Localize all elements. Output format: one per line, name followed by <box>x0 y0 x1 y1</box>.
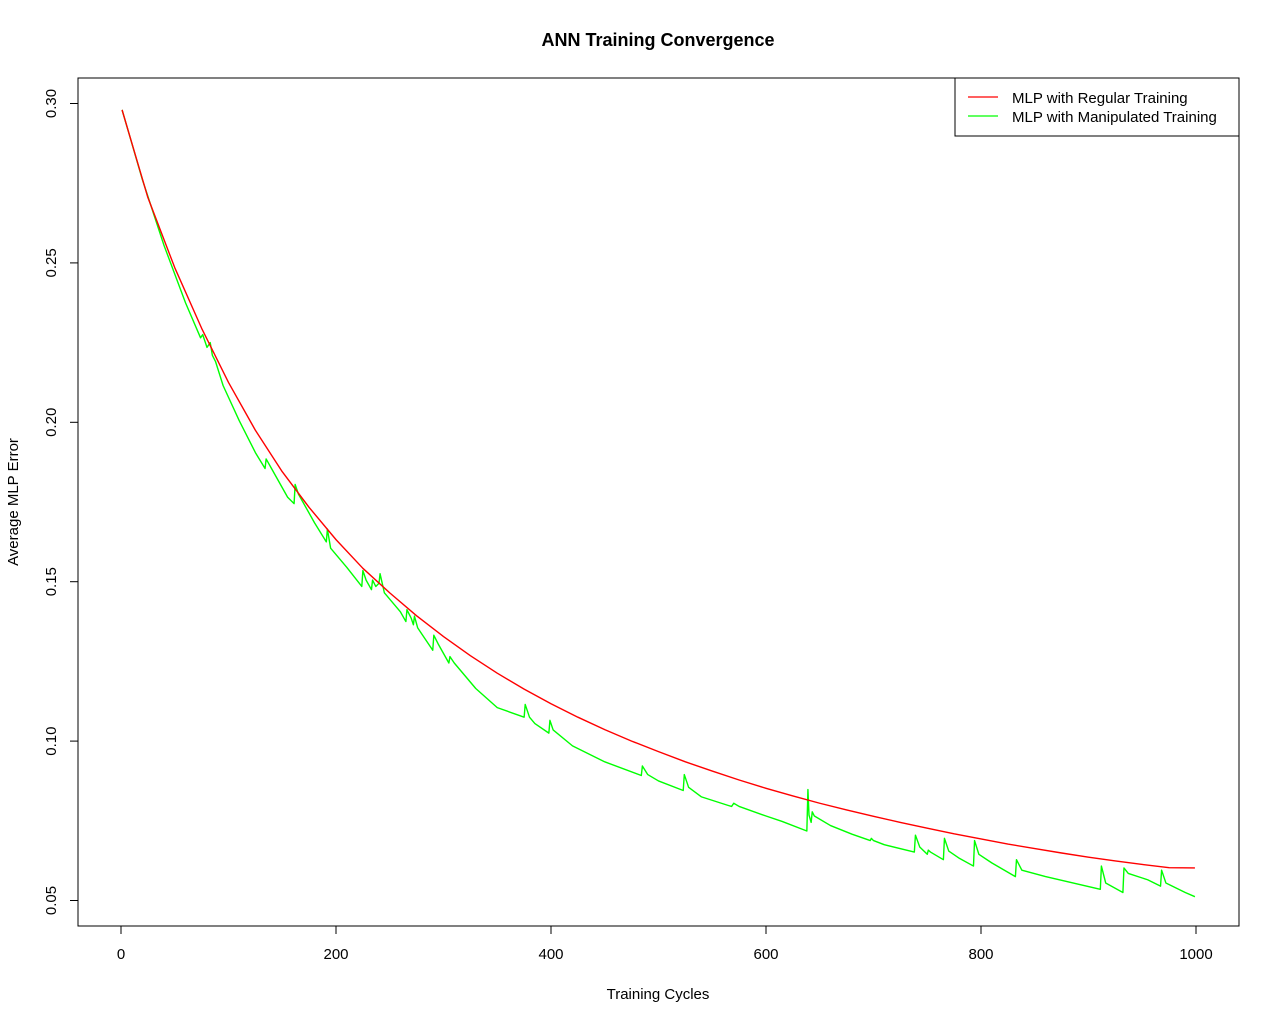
y-tick-label: 0.20 <box>43 408 60 437</box>
legend-box <box>954 77 1240 137</box>
series-line-regular <box>121 109 1195 869</box>
x-axis-label: Training Cycles <box>607 986 710 1003</box>
x-tick-label: 200 <box>323 946 348 963</box>
y-axis: 0.05 0.10 0.15 0.20 0.25 0.30 <box>43 89 79 915</box>
y-tick-label: 0.30 <box>43 89 60 118</box>
x-axis: 0 200 400 600 800 1000 <box>117 925 1213 963</box>
y-tick-label: 0.25 <box>43 248 60 277</box>
y-tick-label: 0.05 <box>43 886 60 915</box>
chart-title: ANN Training Convergence <box>541 30 774 50</box>
legend-label-regular: MLP with Regular Training <box>1012 90 1188 107</box>
x-tick-label: 800 <box>968 946 993 963</box>
y-tick-label: 0.15 <box>43 567 60 596</box>
series-line-manipulated <box>121 109 1196 898</box>
x-tick-label: 1000 <box>1179 946 1212 963</box>
x-tick-label: 400 <box>538 946 563 963</box>
y-tick-label: 0.10 <box>43 726 60 755</box>
x-tick-label: 0 <box>117 946 125 963</box>
y-axis-label: Average MLP Error <box>5 438 22 566</box>
series-layer <box>121 109 1196 898</box>
x-tick-label: 600 <box>753 946 778 963</box>
legend: MLP with Regular Training MLP with Manip… <box>954 77 1240 137</box>
plot-frame <box>77 77 1240 927</box>
legend-label-manipulated: MLP with Manipulated Training <box>1012 109 1217 126</box>
